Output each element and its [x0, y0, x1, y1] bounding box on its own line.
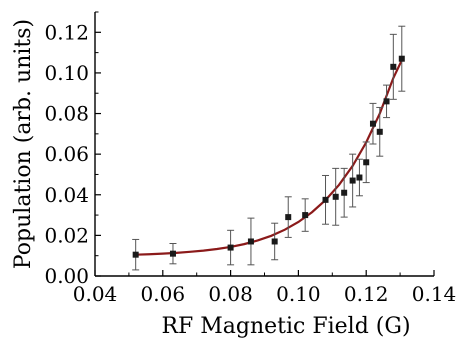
data-point — [322, 196, 329, 203]
data-point — [227, 244, 234, 251]
y-tick-layer: 0.00 0.02 0.04 0.06 0.08 0.10 0.12 — [44, 11, 101, 288]
data-point — [247, 238, 254, 245]
y-axis-title: Population (arb. units) — [11, 19, 36, 269]
data-point — [398, 55, 405, 62]
y-tick-label: 0.00 — [44, 264, 89, 288]
data-point — [302, 212, 309, 219]
data-point — [332, 193, 339, 200]
data-point — [356, 174, 363, 181]
y-tick-label: 0.10 — [44, 61, 89, 85]
errorbar-layer — [132, 25, 406, 271]
x-tick-label: 0.06 — [141, 282, 186, 306]
plot-frame — [94, 12, 434, 277]
point-layer — [132, 55, 405, 258]
y-tick-label: 0.02 — [44, 223, 89, 247]
data-point — [285, 214, 292, 221]
data-point — [383, 98, 390, 105]
x-tick-label: 0.12 — [344, 282, 389, 306]
y-tick-label: 0.12 — [44, 20, 89, 44]
data-point — [390, 63, 397, 70]
x-tick-label: 0.04 — [73, 282, 118, 306]
x-tick-label: 0.08 — [208, 282, 253, 306]
data-point — [132, 251, 139, 258]
x-axis-title: RF Magnetic Field (G) — [161, 314, 410, 339]
x-tick-label: 0.10 — [276, 282, 321, 306]
y-tick-label: 0.04 — [44, 183, 89, 207]
fit-curve — [135, 56, 405, 256]
data-point — [341, 189, 348, 196]
data-point — [349, 177, 356, 184]
x-tick-layer: 0.04 0.06 0.08 0.10 0.12 0.14 — [73, 270, 457, 306]
y-tick-label: 0.06 — [44, 142, 89, 166]
data-point — [363, 159, 370, 166]
data-point — [169, 250, 176, 257]
data-point — [376, 128, 383, 135]
data-point — [271, 238, 278, 245]
x-tick-label: 0.14 — [412, 282, 457, 306]
fit-layer — [135, 56, 405, 256]
y-tick-label: 0.08 — [44, 102, 89, 126]
data-point — [369, 120, 376, 127]
